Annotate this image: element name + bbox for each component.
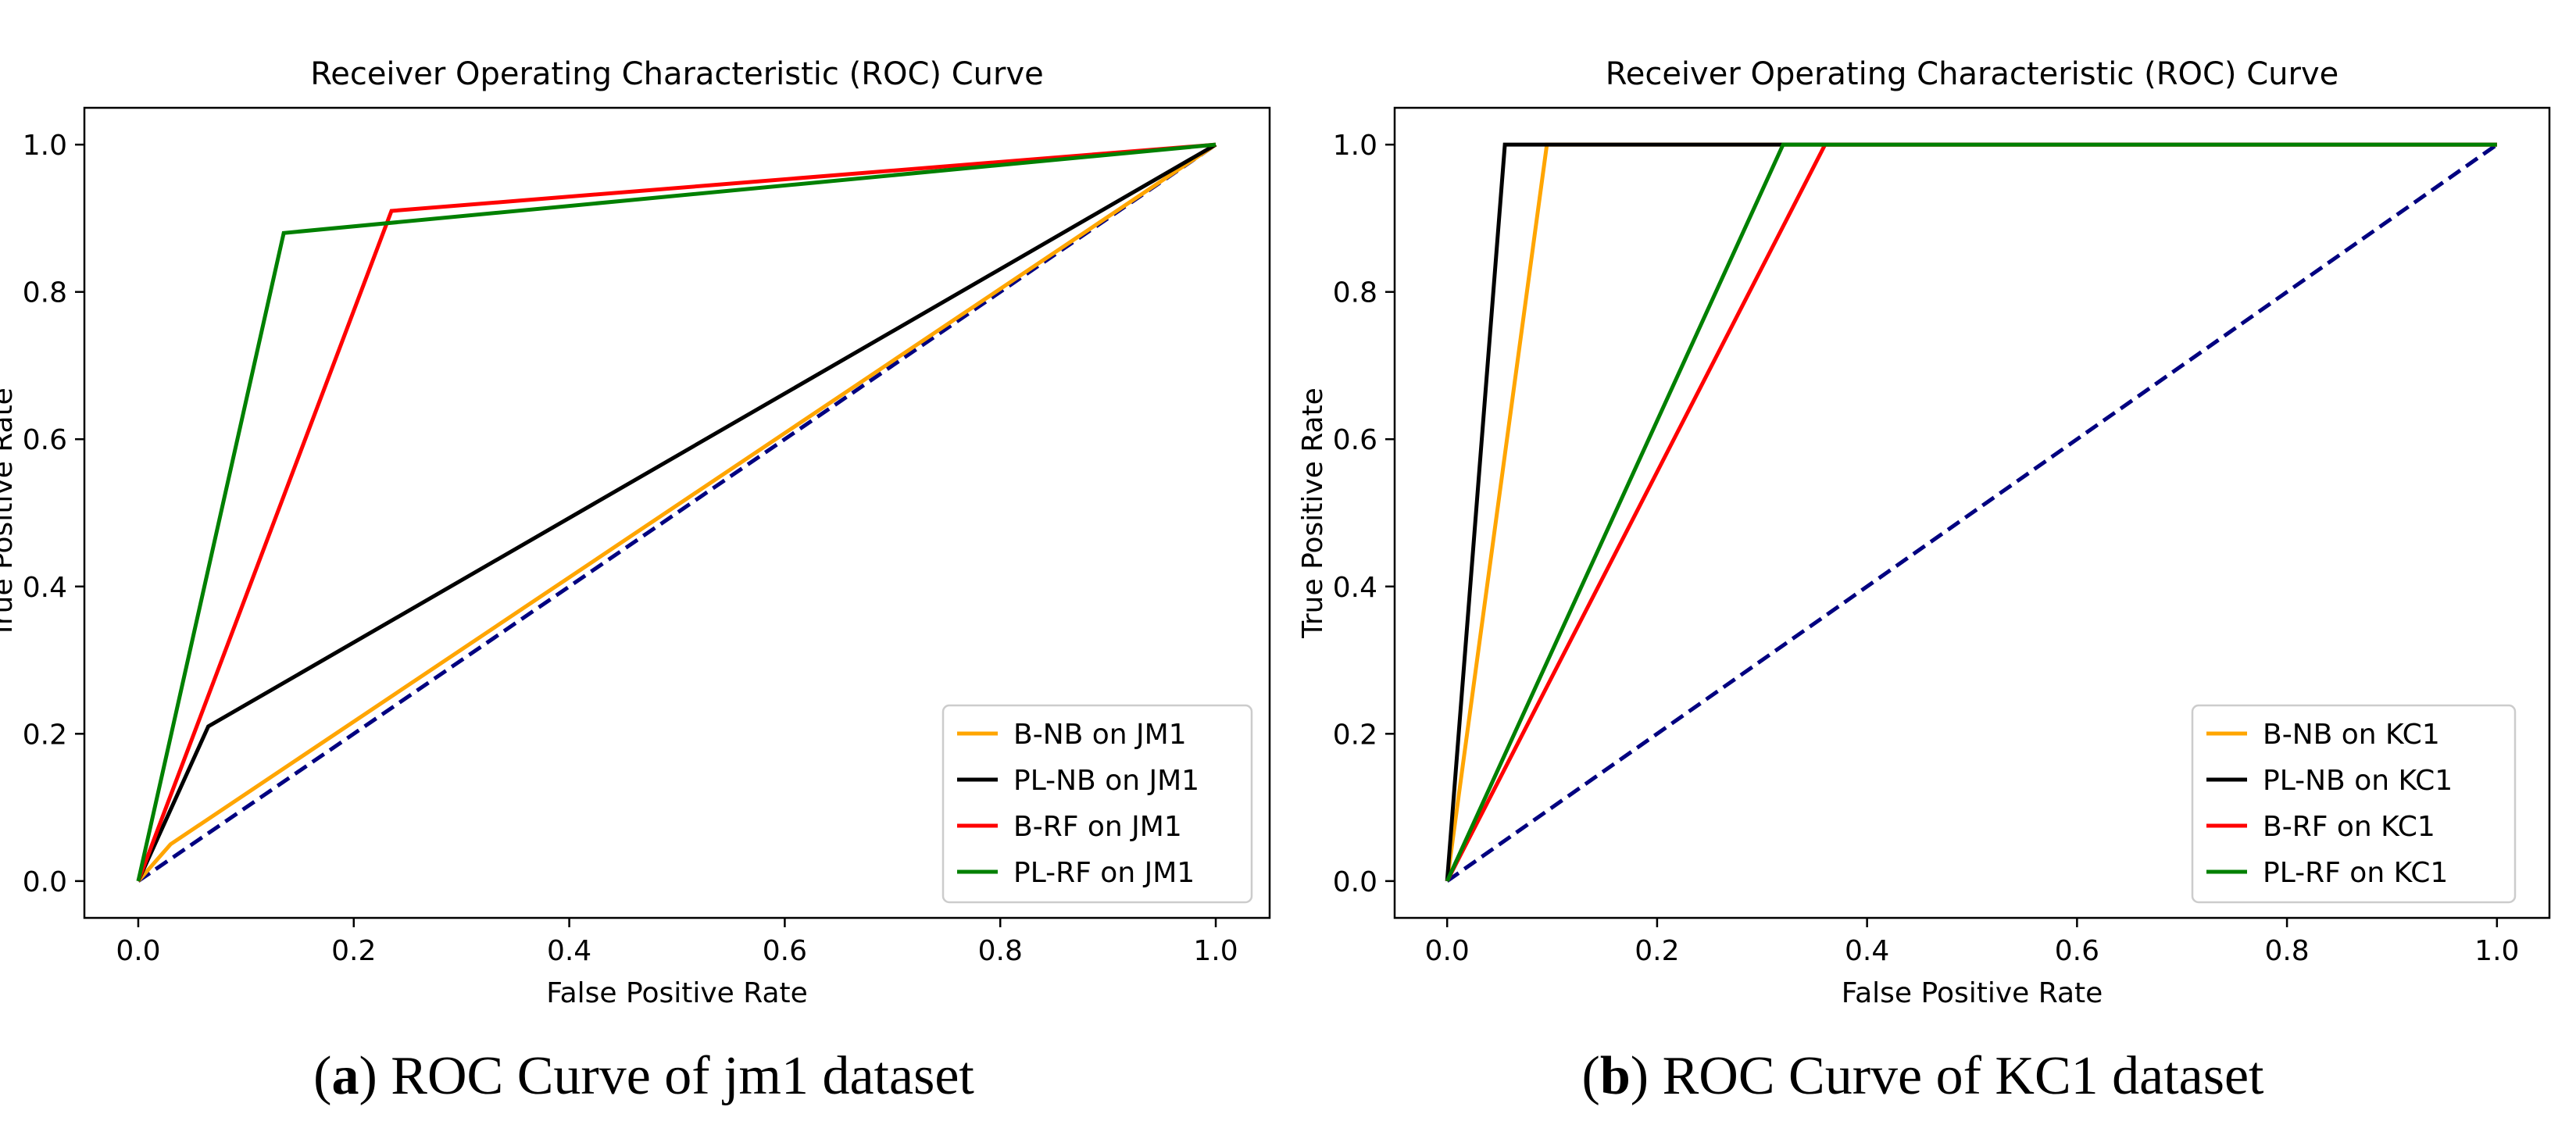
- series-line-b-rf-on-jm1: [136, 142, 1217, 882]
- legend-label: B-RF on KC1: [2263, 811, 2435, 843]
- series-line-b-nb-on-jm1: [137, 143, 1217, 883]
- roc-chart-kc1: Receiver Operating Characteristic (ROC) …: [1288, 0, 2576, 1146]
- legend-box: [941, 704, 1253, 904]
- y-tick-label: 0.2: [23, 719, 67, 751]
- legend-label: B-NB on JM1: [1013, 719, 1187, 751]
- y-tick-label: 0.8: [1333, 277, 1377, 309]
- caption-b-letter: b: [1599, 1046, 1631, 1106]
- x-tick-label: 0.2: [331, 935, 376, 967]
- x-axis-label: False Positive Rate: [546, 977, 808, 1009]
- x-tick-label: 0.2: [1635, 935, 1679, 967]
- roc-chart-kc1-svg: Receiver Operating Characteristic (ROC) …: [1297, 56, 2551, 1009]
- caption-a: (a) ROC Curve of jm1 dataset: [313, 1046, 974, 1106]
- x-tick-label: 0.0: [116, 935, 160, 967]
- y-tick-label: 0.6: [1333, 424, 1377, 456]
- x-tick-label: 0.8: [978, 935, 1023, 967]
- caption-b: (b) ROC Curve of KC1 dataset: [1581, 1046, 2264, 1106]
- caption-a-letter: a: [331, 1046, 359, 1106]
- plot-frame: [1393, 106, 2551, 919]
- roc-chart-jm1: Receiver Operating Characteristic (ROC) …: [0, 56, 1271, 1106]
- x-tick-label: 1.0: [2474, 935, 2519, 967]
- x-tick-label: 0.4: [547, 935, 591, 967]
- roc-chart-jm1-svg: Receiver Operating Characteristic (ROC) …: [0, 56, 1271, 1009]
- x-tick-label: 0.6: [2055, 935, 2099, 967]
- y-axis-label: True Positive Rate: [0, 387, 19, 639]
- plot-frame: [83, 106, 1271, 919]
- y-tick-label: 0.0: [1333, 866, 1377, 898]
- series-line-pl-nb-on-jm1: [136, 142, 1217, 882]
- caption-b-text: ROC Curve of KC1 dataset: [1662, 1046, 2264, 1106]
- legend-label: B-RF on JM1: [1013, 811, 1182, 843]
- x-tick-label: 0.8: [2264, 935, 2309, 967]
- caption-a-text: ROC Curve of jm1 dataset: [391, 1046, 974, 1106]
- x-axis-label: False Positive Rate: [1842, 977, 2103, 1009]
- chart-title: Receiver Operating Characteristic (ROC) …: [1606, 56, 2339, 92]
- legend-label: B-NB on KC1: [2263, 719, 2440, 751]
- y-tick-label: 0.4: [23, 572, 67, 604]
- legend-label: PL-NB on JM1: [1013, 765, 1199, 797]
- y-axis-label: True Positive Rate: [1297, 387, 1329, 639]
- legend-label: PL-NB on KC1: [2263, 765, 2453, 797]
- series-line-pl-rf-on-kc1: [1445, 142, 2497, 882]
- x-tick-label: 0.0: [1425, 935, 1470, 967]
- y-tick-label: 0.0: [23, 866, 67, 898]
- chart-title: Receiver Operating Characteristic (ROC) …: [310, 56, 1044, 92]
- x-tick-label: 1.0: [1193, 935, 1238, 967]
- y-tick-label: 0.6: [23, 424, 67, 456]
- y-tick-label: 0.8: [23, 277, 67, 309]
- legend-label: PL-RF on KC1: [2263, 857, 2448, 889]
- x-tick-label: 0.4: [1845, 935, 1889, 967]
- y-tick-label: 0.2: [1333, 719, 1377, 751]
- y-tick-label: 0.4: [1333, 572, 1377, 604]
- y-tick-label: 1.0: [23, 130, 67, 162]
- legend-box: [2191, 704, 2517, 904]
- reference-diagonal-line: [137, 143, 1217, 883]
- legend-label: PL-RF on JM1: [1013, 857, 1195, 889]
- x-tick-label: 0.6: [763, 935, 807, 967]
- reference-diagonal-line: [1445, 143, 2499, 883]
- y-tick-label: 1.0: [1333, 130, 1377, 162]
- series-line-pl-rf-on-jm1: [136, 142, 1217, 882]
